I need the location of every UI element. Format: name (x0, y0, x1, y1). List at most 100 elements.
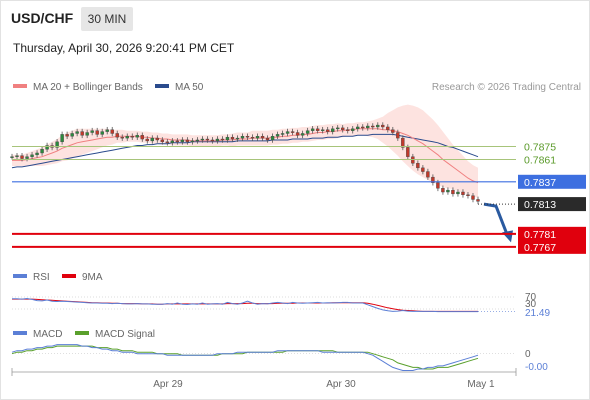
rsi-plot (12, 296, 516, 313)
candle-body (30, 154, 34, 157)
candle-body (35, 152, 39, 156)
level-label-0.7767: 0.7767 (524, 242, 556, 254)
candle-body (180, 139, 185, 143)
rsi-value: 21.49 (525, 308, 550, 319)
macd-value: -0.00 (525, 362, 548, 373)
candle-body (280, 133, 285, 135)
rsi-ma-line (12, 298, 478, 312)
level-label-0.7875: 0.7875 (524, 141, 556, 153)
candle-body (110, 129, 114, 134)
candle-body (100, 131, 104, 135)
candle-body (416, 162, 420, 169)
candle-body (120, 136, 124, 139)
candle-body (285, 131, 290, 134)
candle-body (431, 176, 435, 183)
candle-body (165, 141, 170, 144)
candle-body (446, 189, 450, 193)
candle-body (320, 129, 325, 131)
candle-body (255, 136, 260, 139)
candle-body (451, 189, 455, 195)
candle-body (436, 182, 440, 189)
time-tick-label: Apr 29 (153, 379, 183, 390)
candle-body (210, 139, 215, 142)
ma20-legend-swatch (13, 84, 27, 88)
candle-body (315, 128, 320, 131)
candle-body (396, 132, 400, 139)
ma20-line (12, 128, 479, 184)
candle-body (441, 188, 445, 193)
candle-body (215, 138, 220, 142)
candle-body (145, 138, 149, 142)
macd-line (11, 344, 479, 371)
candle-body (471, 195, 475, 200)
candle-body (275, 134, 280, 137)
candle-body (305, 130, 310, 134)
macd-legend-swatch (13, 331, 27, 335)
candle-body (75, 131, 79, 134)
candle-body (456, 191, 460, 195)
candle-body (356, 126, 360, 130)
candle-body (230, 136, 235, 140)
candle-body (155, 137, 160, 141)
candle-body (250, 136, 255, 139)
candle-body (20, 155, 24, 159)
candle-body (391, 129, 395, 133)
level-label-0.7861: 0.7861 (524, 154, 556, 166)
candle-body (105, 129, 109, 132)
candle-body (295, 132, 300, 136)
candle-body (376, 124, 380, 128)
timeframe-button[interactable]: 30 MIN (81, 7, 133, 31)
currency-pair-title: USD/CHF (11, 10, 74, 26)
level-tag-0.7767 (518, 239, 586, 254)
macd-signal-legend-swatch (75, 331, 89, 335)
candle-body (185, 139, 190, 143)
candle-body (115, 133, 119, 138)
candle-body (130, 136, 134, 138)
ma50-legend-swatch (155, 84, 169, 88)
candle-body (135, 135, 139, 138)
level-lines (12, 145, 516, 248)
candle-body (325, 129, 330, 132)
macd-zero-label: 0 (525, 349, 531, 360)
candle-body (220, 138, 225, 141)
ma50-line (11, 133, 479, 169)
candle-body (175, 140, 180, 143)
macd-signal-legend-label: MACD Signal (95, 329, 155, 340)
level-tag-0.7781 (518, 226, 586, 241)
macd-signal-line (11, 345, 479, 370)
candle-body (240, 136, 245, 139)
candle-body (426, 171, 430, 178)
time-tick-label: Apr 30 (326, 379, 356, 390)
candle-body (125, 136, 129, 139)
candle-body (371, 125, 375, 128)
macd-legend-label: MACD (33, 329, 62, 340)
candle-body (140, 135, 144, 140)
candle-body (421, 167, 425, 172)
ma50-legend-label: MA 50 (175, 82, 204, 93)
rsi-legend-swatch (13, 274, 27, 278)
candle-body (90, 130, 94, 133)
candle-body (205, 138, 210, 141)
candle-body (406, 147, 410, 157)
candle-body (290, 131, 295, 133)
candle-body (95, 130, 99, 135)
candle-body (190, 140, 195, 143)
candle-body (310, 128, 315, 131)
candle-body (386, 126, 390, 130)
level-tag-0.7837 (518, 174, 586, 189)
ma20-legend-label: MA 20 + Bollinger Bands (33, 82, 143, 93)
candle-body (160, 139, 165, 143)
candle-body (80, 131, 84, 136)
candle-body (300, 133, 305, 136)
candle-body (195, 139, 200, 142)
forecast-arrow-head (502, 230, 513, 243)
chart-datetime: Thursday, April 30, 2026 9:20:41 PM CET (13, 41, 235, 55)
candle-body (25, 156, 29, 159)
candle-body (381, 124, 385, 128)
candle-body (401, 137, 405, 148)
candle-body (60, 134, 64, 143)
price-plot (10, 104, 513, 243)
candle-body (265, 137, 270, 141)
